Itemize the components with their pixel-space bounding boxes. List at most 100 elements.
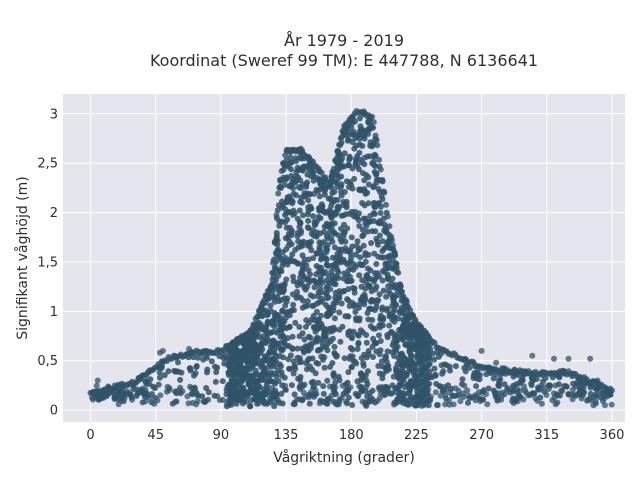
x-axis-title: Vågriktning (grader) — [273, 449, 415, 466]
scatter-point — [446, 363, 453, 370]
scatter-point — [324, 396, 331, 403]
scatter-point — [307, 292, 314, 299]
scatter-point — [308, 205, 315, 212]
scatter-point — [177, 376, 184, 383]
scatter-point — [552, 382, 559, 389]
scatter-point — [266, 373, 273, 380]
scatter-point — [288, 196, 294, 203]
scatter-point — [321, 354, 328, 361]
scatter-point — [287, 308, 294, 315]
scatter-point — [338, 300, 345, 307]
scatter-point — [109, 387, 115, 394]
scatter-point — [384, 307, 390, 314]
scatter-point — [310, 169, 317, 176]
scatter-point — [394, 343, 401, 350]
scatter-point — [407, 307, 414, 314]
scatter-point — [457, 398, 464, 405]
scatter-point — [382, 229, 389, 236]
scatter-point — [275, 248, 281, 255]
scatter-point — [289, 346, 296, 352]
scatter-point — [195, 392, 202, 399]
scatter-point — [484, 401, 491, 408]
scatter-point — [142, 398, 149, 405]
scatter-point — [313, 359, 320, 366]
scatter-point — [386, 223, 393, 230]
scatter-point — [115, 401, 122, 408]
scatter-point — [592, 398, 599, 405]
scatter-point — [276, 353, 283, 360]
x-tick-label: 45 — [147, 428, 164, 443]
scatter-point — [579, 387, 586, 394]
scatter-point — [371, 169, 378, 175]
scatter-point — [189, 391, 196, 398]
scatter-point — [408, 353, 415, 360]
scatter-point — [300, 266, 307, 272]
scatter-point — [365, 118, 372, 125]
scatter-point — [507, 369, 514, 376]
scatter-point — [297, 145, 304, 152]
scatter-point — [376, 156, 383, 163]
scatter-point — [223, 391, 230, 398]
scatter-point — [455, 387, 462, 394]
scatter-point — [318, 312, 324, 319]
scatter-point — [186, 345, 192, 352]
scatter-point — [363, 339, 370, 346]
scatter-point — [452, 363, 459, 370]
scatter-point — [332, 158, 339, 165]
scatter-point — [317, 336, 324, 343]
scatter-point — [349, 285, 356, 291]
scatter-point — [363, 172, 370, 178]
scatter-point — [374, 238, 381, 245]
scatter-point — [296, 324, 303, 330]
scatter-point — [385, 265, 392, 272]
scatter-point — [450, 401, 457, 408]
scatter-point — [384, 213, 391, 220]
scatter-point — [336, 326, 343, 333]
scatter-point — [342, 313, 349, 320]
scatter-point — [558, 387, 565, 394]
scatter-point — [336, 141, 343, 148]
scatter-point — [409, 333, 416, 340]
scatter-point — [119, 392, 126, 399]
scatter-point — [378, 254, 385, 261]
scatter-point — [295, 238, 302, 245]
scatter-point — [259, 313, 266, 320]
scatter-point — [517, 394, 524, 400]
scatter-point — [213, 369, 220, 376]
scatter-point — [297, 274, 304, 281]
scatter-point — [365, 181, 372, 188]
scatter-point — [504, 385, 511, 391]
scatter-point — [380, 287, 387, 294]
scatter-point — [280, 249, 286, 256]
scatter-point — [323, 400, 330, 407]
scatter-point — [368, 296, 375, 303]
scatter-point — [322, 301, 329, 308]
scatter-point — [189, 399, 196, 406]
scatter-point — [328, 268, 335, 275]
scatter-point — [339, 382, 346, 389]
scatter-point — [601, 392, 608, 399]
scatter-point — [250, 389, 257, 396]
scatter-point — [366, 305, 373, 312]
scatter-point — [313, 308, 320, 315]
scatter-point — [89, 390, 96, 397]
scatter-point — [305, 333, 312, 340]
scatter-point — [336, 204, 342, 211]
scatter-point — [275, 190, 282, 197]
scatter-point — [470, 375, 477, 381]
scatter-point — [313, 233, 320, 240]
scatter-point — [371, 276, 378, 283]
scatter-point — [410, 314, 417, 321]
scatter-point — [385, 288, 392, 295]
scatter-point — [279, 372, 285, 379]
scatter-point — [230, 394, 237, 401]
scatter-point — [485, 385, 492, 392]
scatter-point — [438, 362, 445, 369]
scatter-point — [386, 260, 393, 267]
scatter-point — [264, 318, 271, 325]
scatter-point — [308, 345, 314, 351]
scatter-point — [283, 224, 290, 231]
scatter-point — [352, 390, 359, 397]
scatter-point — [434, 402, 440, 409]
scatter-point — [569, 396, 576, 403]
